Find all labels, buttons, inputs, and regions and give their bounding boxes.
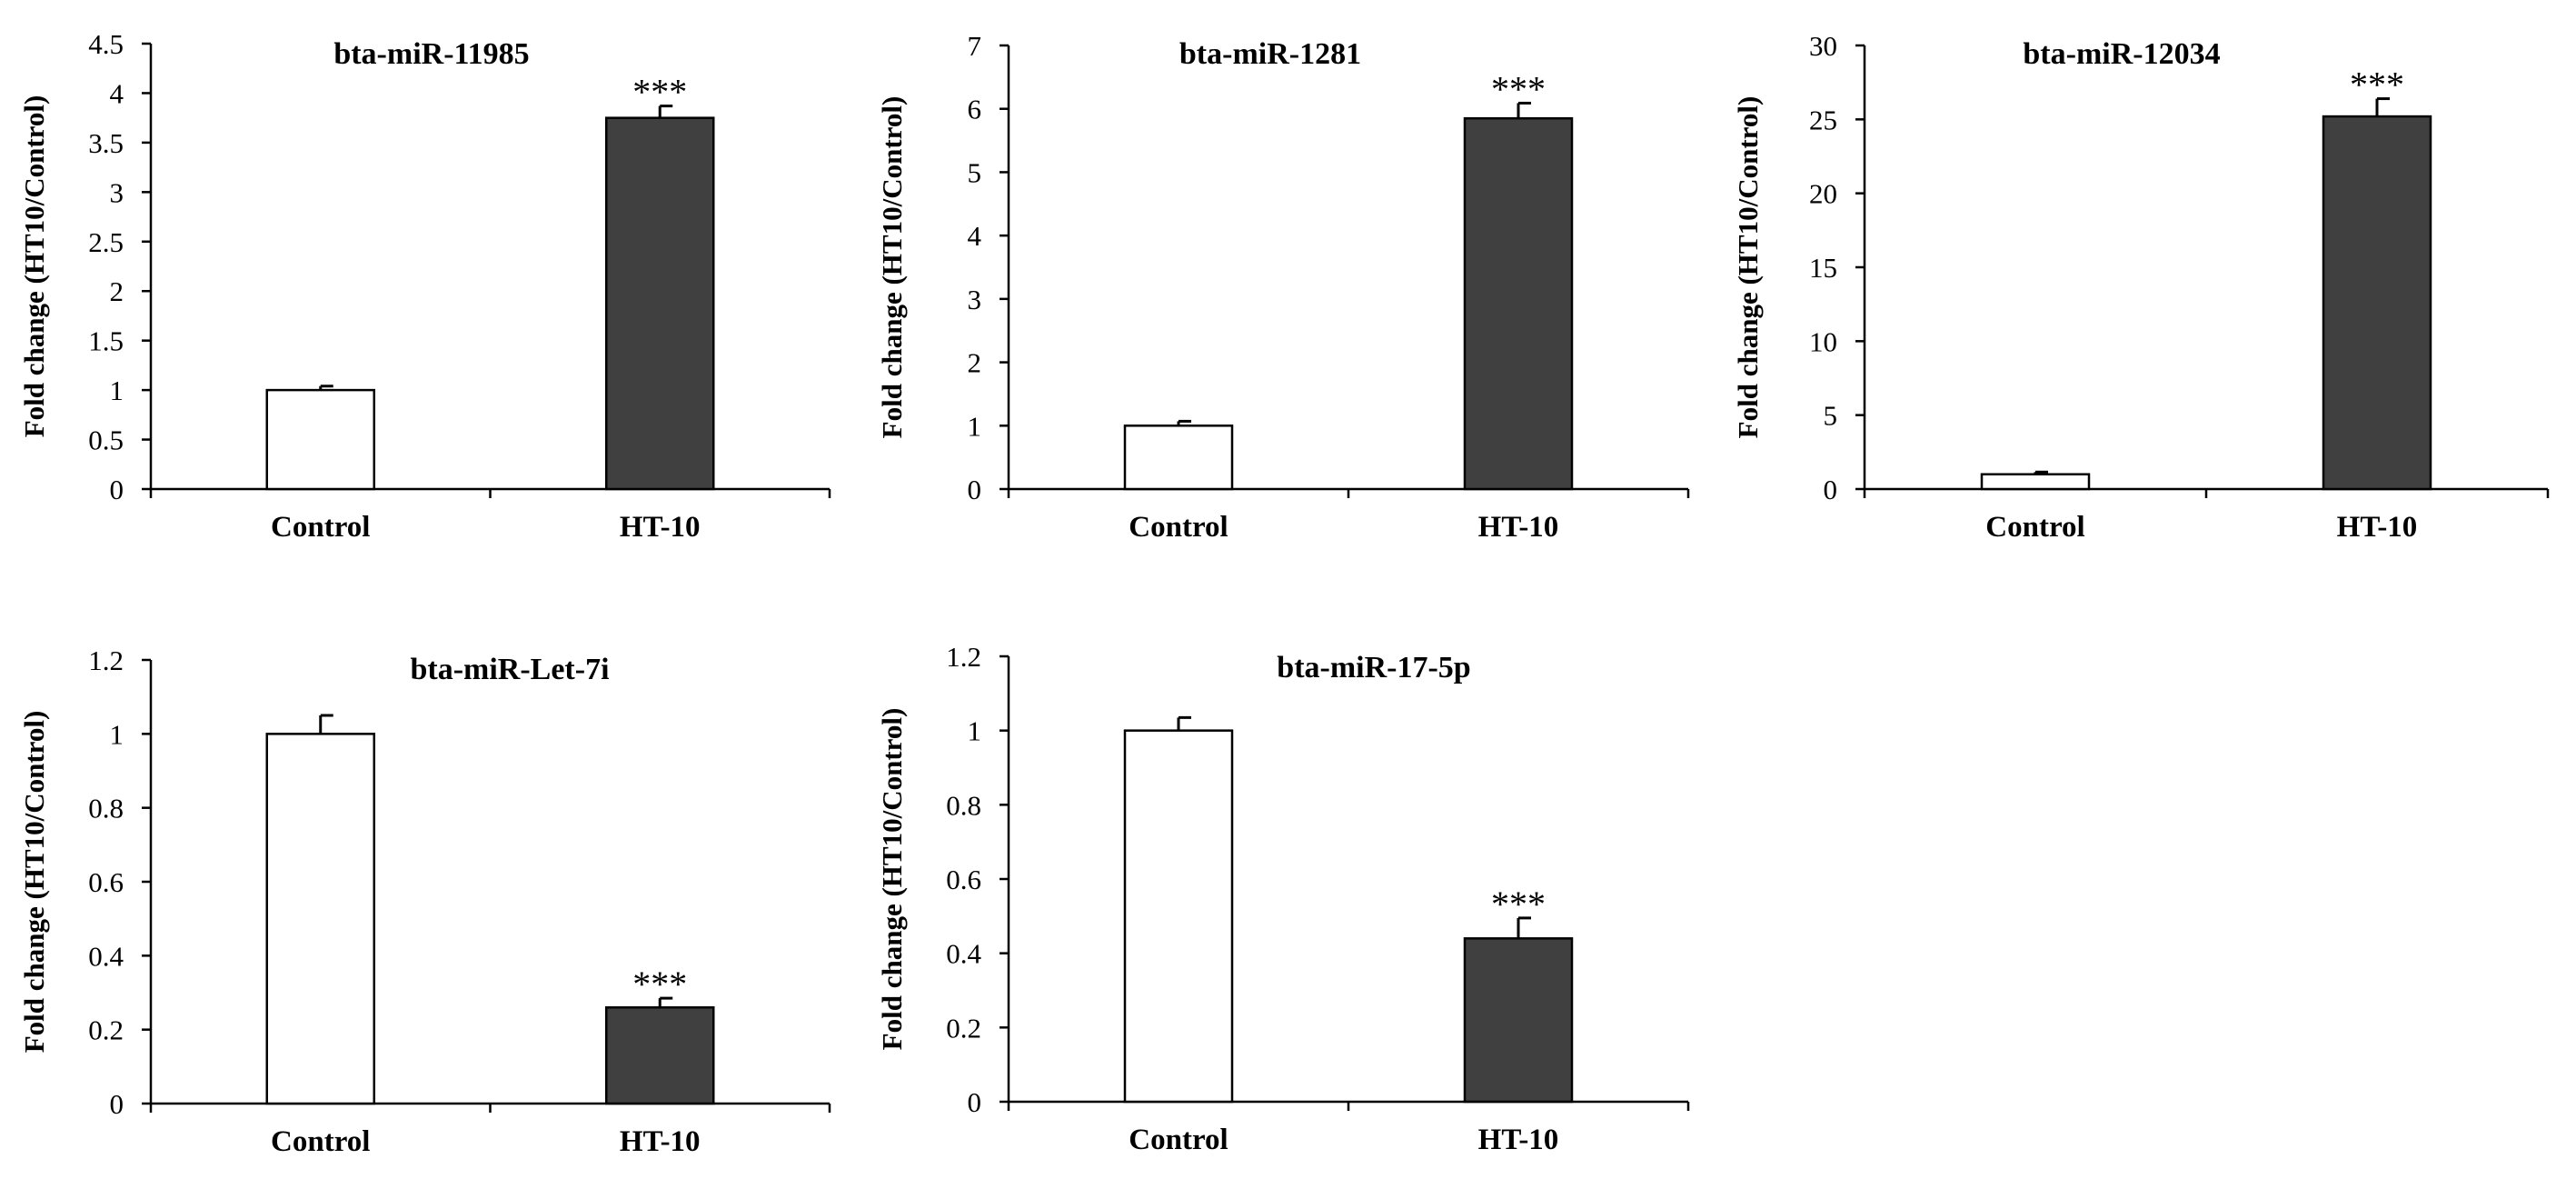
y-tick-label: 0 xyxy=(968,1086,982,1118)
y-tick-label: 0.8 xyxy=(88,793,124,824)
bar-ht10 xyxy=(605,116,715,491)
x-tick-label: Control xyxy=(1129,511,1228,544)
bar-control xyxy=(1123,729,1234,1104)
y-tick-label: 1 xyxy=(968,715,982,747)
y-tick-label: 7 xyxy=(968,30,982,62)
y-tick-label: 5 xyxy=(1824,400,1838,432)
significance-label: *** xyxy=(1491,884,1546,924)
y-tick-label: 25 xyxy=(1809,104,1837,135)
y-tick-label: 0.8 xyxy=(946,789,981,821)
y-axis-label: Fold change (HT10/Control) xyxy=(18,711,50,1054)
y-tick-label: 20 xyxy=(1809,178,1837,210)
y-tick-label: 0.2 xyxy=(946,1012,981,1044)
y-tick-label: 10 xyxy=(1809,325,1837,357)
x-tick-label: Control xyxy=(1129,1124,1228,1156)
y-tick-label: 1 xyxy=(110,718,124,750)
y-tick-label: 1 xyxy=(110,375,124,406)
chart-title: bta-miR-1281 xyxy=(1179,37,1361,71)
y-tick-label: 1.2 xyxy=(946,641,981,673)
y-tick-label: 4 xyxy=(110,77,124,109)
y-tick-label: 3 xyxy=(110,176,124,208)
significance-label: *** xyxy=(632,964,687,1004)
y-axis-label: Fold change (HT10/Control) xyxy=(876,708,908,1051)
chart-panel: bta-miR-17-5p Fold change (HT10/Control) 0… xyxy=(876,641,1690,1156)
y-tick-label: 30 xyxy=(1809,30,1837,62)
x-tick-label: HT-10 xyxy=(1478,1124,1559,1156)
y-tick-label: 1.5 xyxy=(88,325,124,357)
y-tick-label: 3 xyxy=(968,284,982,315)
x-tick-label: Control xyxy=(271,511,370,544)
y-tick-label: 15 xyxy=(1809,252,1837,284)
y-tick-label: 5 xyxy=(968,156,982,188)
y-tick-label: 0.5 xyxy=(88,425,124,456)
chart-title: bta-miR-17-5p xyxy=(1277,651,1470,684)
y-tick-label: 4.5 xyxy=(88,28,124,60)
y-tick-label: 0 xyxy=(1824,474,1838,505)
bar-control xyxy=(265,733,375,1105)
y-tick-label: 1 xyxy=(968,410,982,442)
y-tick-label: 0 xyxy=(110,1088,124,1120)
y-tick-label: 3.5 xyxy=(88,127,124,159)
y-axis-label: Fold change (HT10/Control) xyxy=(18,95,50,438)
y-tick-label: 0.6 xyxy=(946,864,981,895)
y-tick-label: 2 xyxy=(110,275,124,307)
chart-title: bta-miR-Let-7i xyxy=(410,653,609,686)
y-tick-label: 2 xyxy=(968,347,982,379)
y-axis-label: Fold change (HT10/Control) xyxy=(1732,96,1764,439)
y-tick-label: 0.4 xyxy=(946,938,981,970)
y-tick-label: 0.2 xyxy=(88,1014,124,1046)
bar-ht10 xyxy=(605,1006,715,1105)
y-tick-label: 6 xyxy=(968,94,982,125)
bar-ht10 xyxy=(2322,115,2432,491)
chart-title: bta-miR-12034 xyxy=(2023,37,2220,71)
bar-ht10 xyxy=(1463,116,1574,491)
bar-ht10 xyxy=(1463,937,1574,1104)
x-tick-label: Control xyxy=(271,1125,370,1158)
y-tick-label: 1.2 xyxy=(88,644,124,676)
significance-label: *** xyxy=(2350,65,2404,105)
y-tick-label: 0.6 xyxy=(88,866,124,898)
x-tick-label: HT-10 xyxy=(1478,511,1559,544)
bar-control xyxy=(1980,473,2091,491)
y-axis-label: Fold change (HT10/Control) xyxy=(876,96,908,439)
y-tick-label: 0 xyxy=(968,474,982,505)
y-tick-label: 2.5 xyxy=(88,226,124,258)
chart-panel: bta-miR-11985 Fold change (HT10/Control) 0… xyxy=(18,28,831,544)
significance-label: *** xyxy=(1491,68,1546,109)
y-tick-label: 4 xyxy=(968,220,982,252)
y-tick-label: 0.4 xyxy=(88,940,124,972)
x-tick-label: HT-10 xyxy=(2337,511,2418,544)
chart-title: bta-miR-11985 xyxy=(333,37,529,71)
x-tick-label: Control xyxy=(1985,511,2084,544)
x-tick-label: HT-10 xyxy=(620,511,701,544)
y-tick-label: 0 xyxy=(110,474,124,505)
bar-control xyxy=(1123,425,1234,491)
x-tick-label: HT-10 xyxy=(620,1125,701,1158)
bar-control xyxy=(265,388,375,491)
chart-panel: bta-miR-Let-7i Fold change (HT10/Control)… xyxy=(18,644,831,1158)
significance-label: *** xyxy=(632,72,687,113)
chart-panel: bta-miR-1281 Fold change (HT10/Control) 0 1… xyxy=(876,30,1690,544)
chart-panel: bta-miR-12034 Fold change (HT10/Control) 0… xyxy=(1732,30,2550,544)
